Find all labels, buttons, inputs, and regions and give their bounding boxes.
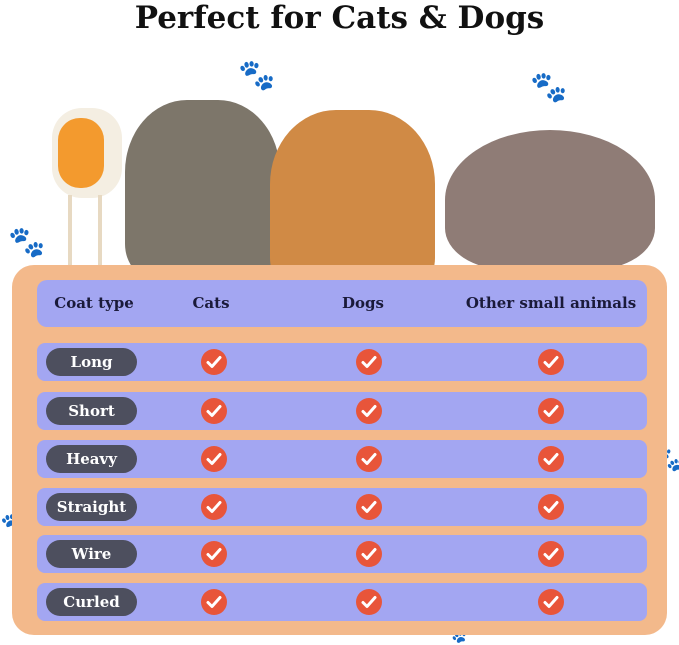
paw-print-icon: 🐾 (530, 70, 568, 105)
table-row: Wire (37, 535, 647, 573)
brush-stand (98, 195, 102, 270)
coat-type-label: Wire (46, 540, 137, 568)
rabbit-image (445, 130, 655, 270)
header-coat-type: Coat type (54, 294, 134, 312)
dog-image (270, 110, 435, 295)
header-dogs: Dogs (342, 294, 384, 312)
table-row: Straight (37, 488, 647, 526)
check-icon-dogs (356, 589, 382, 615)
header-other: Other small animals (465, 294, 637, 312)
table-row: Curled (37, 583, 647, 621)
table-row: Long (37, 343, 647, 381)
brush-stand (68, 195, 72, 270)
table-row: Short (37, 392, 647, 430)
check-icon-dogs (356, 349, 382, 375)
check-icon-other (538, 589, 564, 615)
coat-type-label: Heavy (46, 445, 137, 473)
coat-type-label: Short (46, 397, 137, 425)
coat-type-label: Curled (46, 588, 137, 616)
check-icon-cats (201, 541, 227, 567)
check-icon-cats (201, 589, 227, 615)
check-icon-other (538, 398, 564, 424)
check-icon-cats (201, 494, 227, 520)
header-cats: Cats (192, 294, 230, 312)
check-icon-other (538, 349, 564, 375)
check-icon-other (538, 541, 564, 567)
check-icon-cats (201, 349, 227, 375)
check-icon-dogs (356, 446, 382, 472)
cat-image (125, 100, 280, 280)
check-icon-cats (201, 446, 227, 472)
steam-brush-image (52, 108, 122, 198)
check-icon-dogs (356, 398, 382, 424)
page-title: Perfect for Cats & Dogs (134, 0, 545, 36)
paw-print-icon: 🐾 (8, 225, 46, 260)
paw-print-icon: 🐾 (238, 58, 276, 93)
table-row: Heavy (37, 440, 647, 478)
coat-type-label: Straight (46, 493, 137, 521)
check-icon-other (538, 494, 564, 520)
check-icon-cats (201, 398, 227, 424)
coat-type-label: Long (46, 348, 137, 376)
check-icon-dogs (356, 541, 382, 567)
check-icon-dogs (356, 494, 382, 520)
table-header: Coat type Cats Dogs Other small animals (37, 280, 647, 327)
check-icon-other (538, 446, 564, 472)
